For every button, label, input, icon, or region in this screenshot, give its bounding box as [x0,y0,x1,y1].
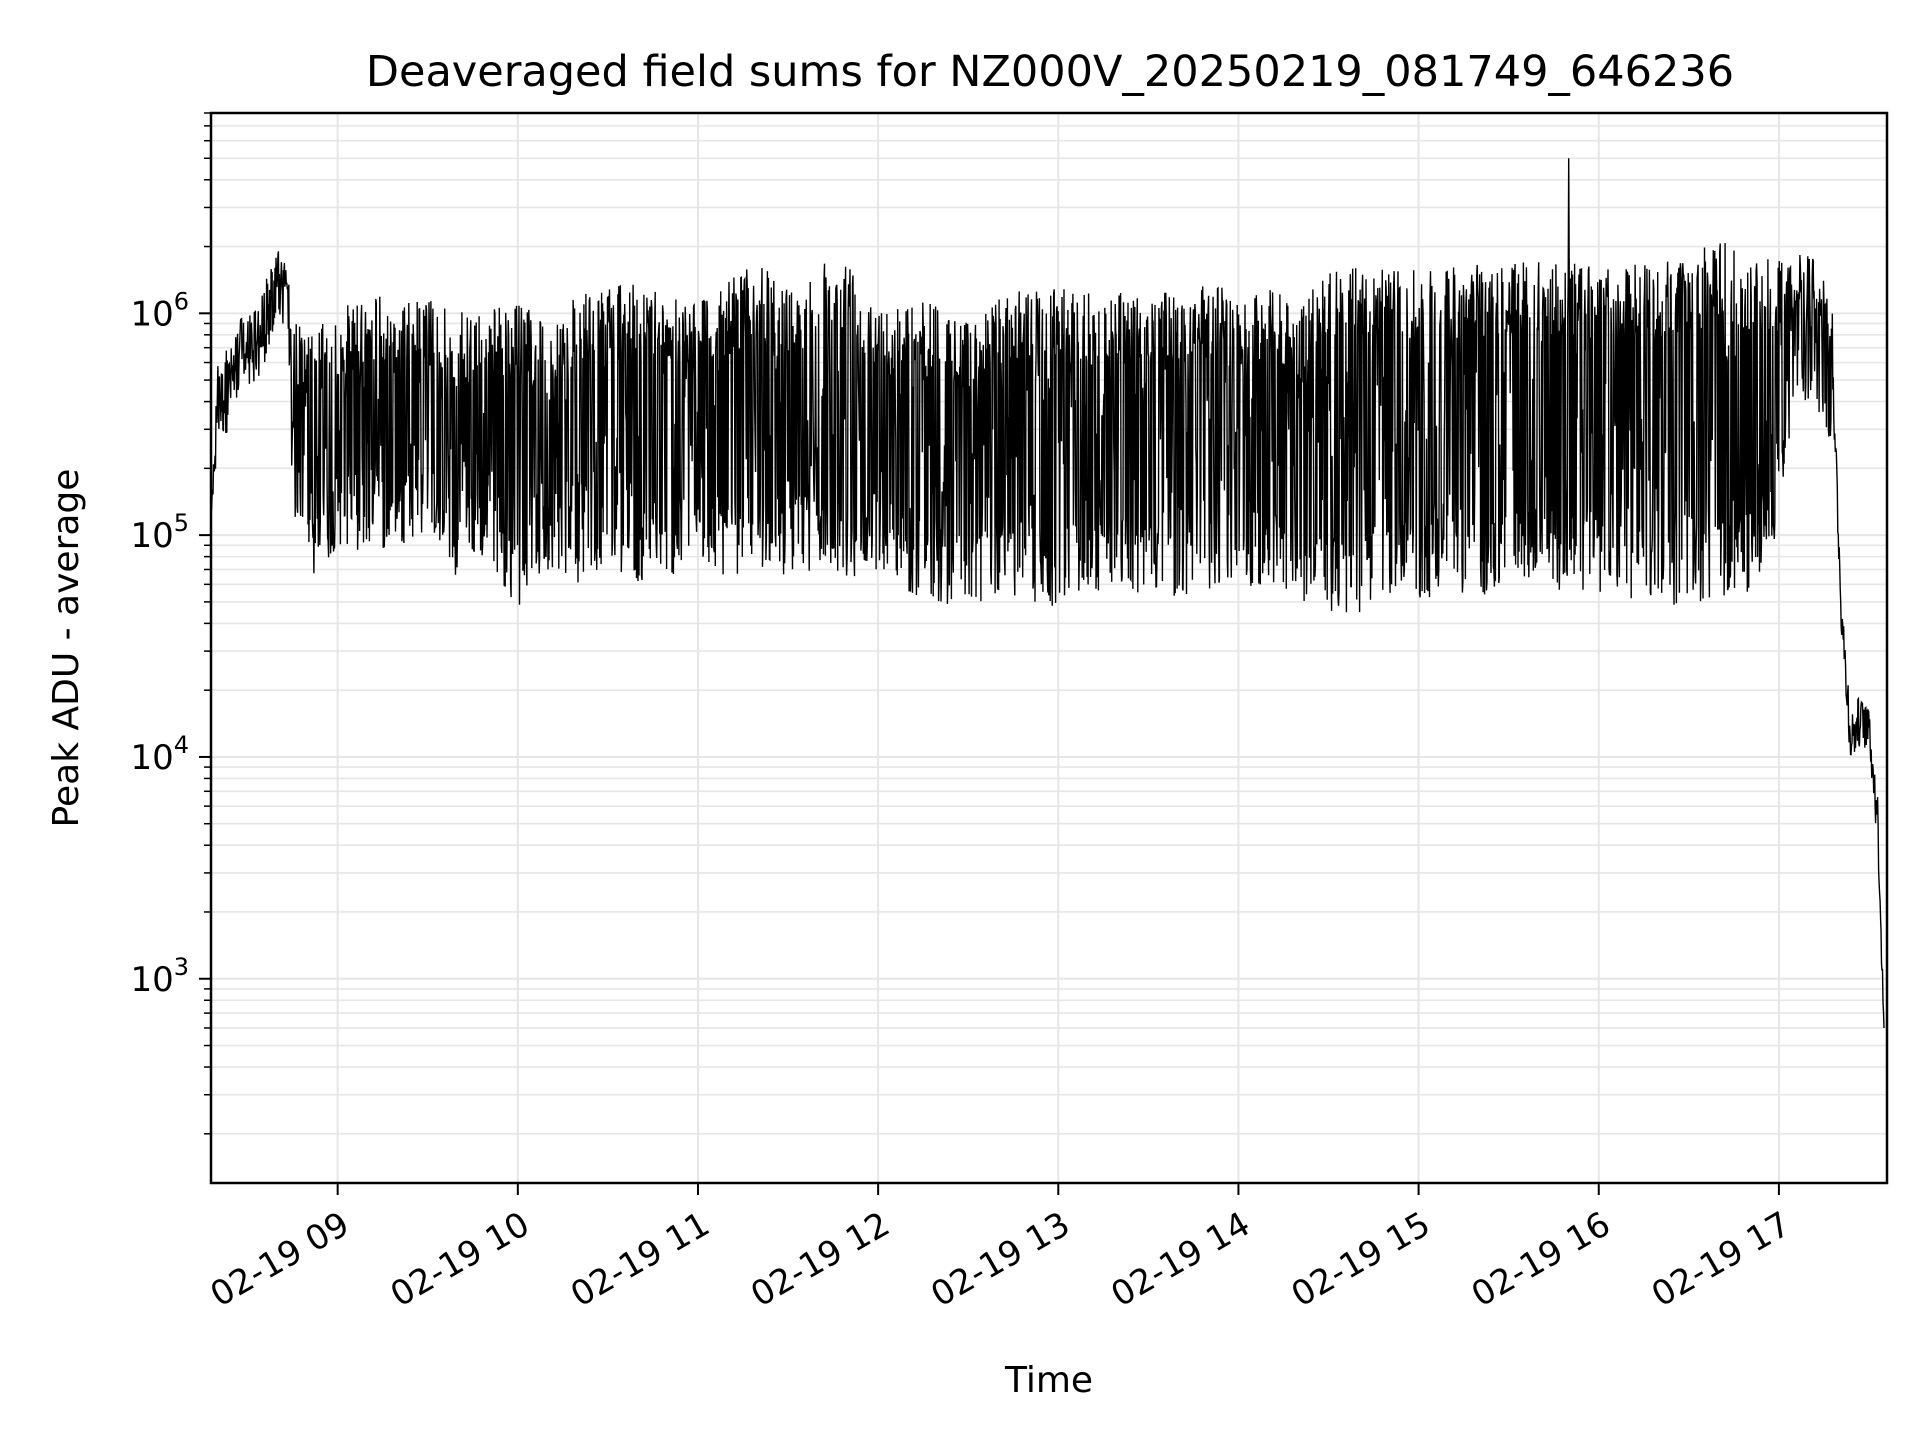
data-layer [211,158,1885,1029]
y-tick-label: 104 [130,731,189,778]
x-axis-label: Time [1004,1360,1093,1401]
y-tick-label: 106 [130,287,189,334]
plot-area [211,158,1885,1029]
y-tick-label: 105 [130,509,189,556]
series-line [211,158,1885,1029]
y-axis-ticks: 103 104 105 106 [130,112,211,1135]
y-axis-label: Peak ADU - average [46,469,87,828]
y-tick-label: 103 [130,953,189,1000]
plot-frame [209,111,1889,1185]
chart-title: Deaveraged field sums for NZ000V_2025021… [366,47,1734,97]
